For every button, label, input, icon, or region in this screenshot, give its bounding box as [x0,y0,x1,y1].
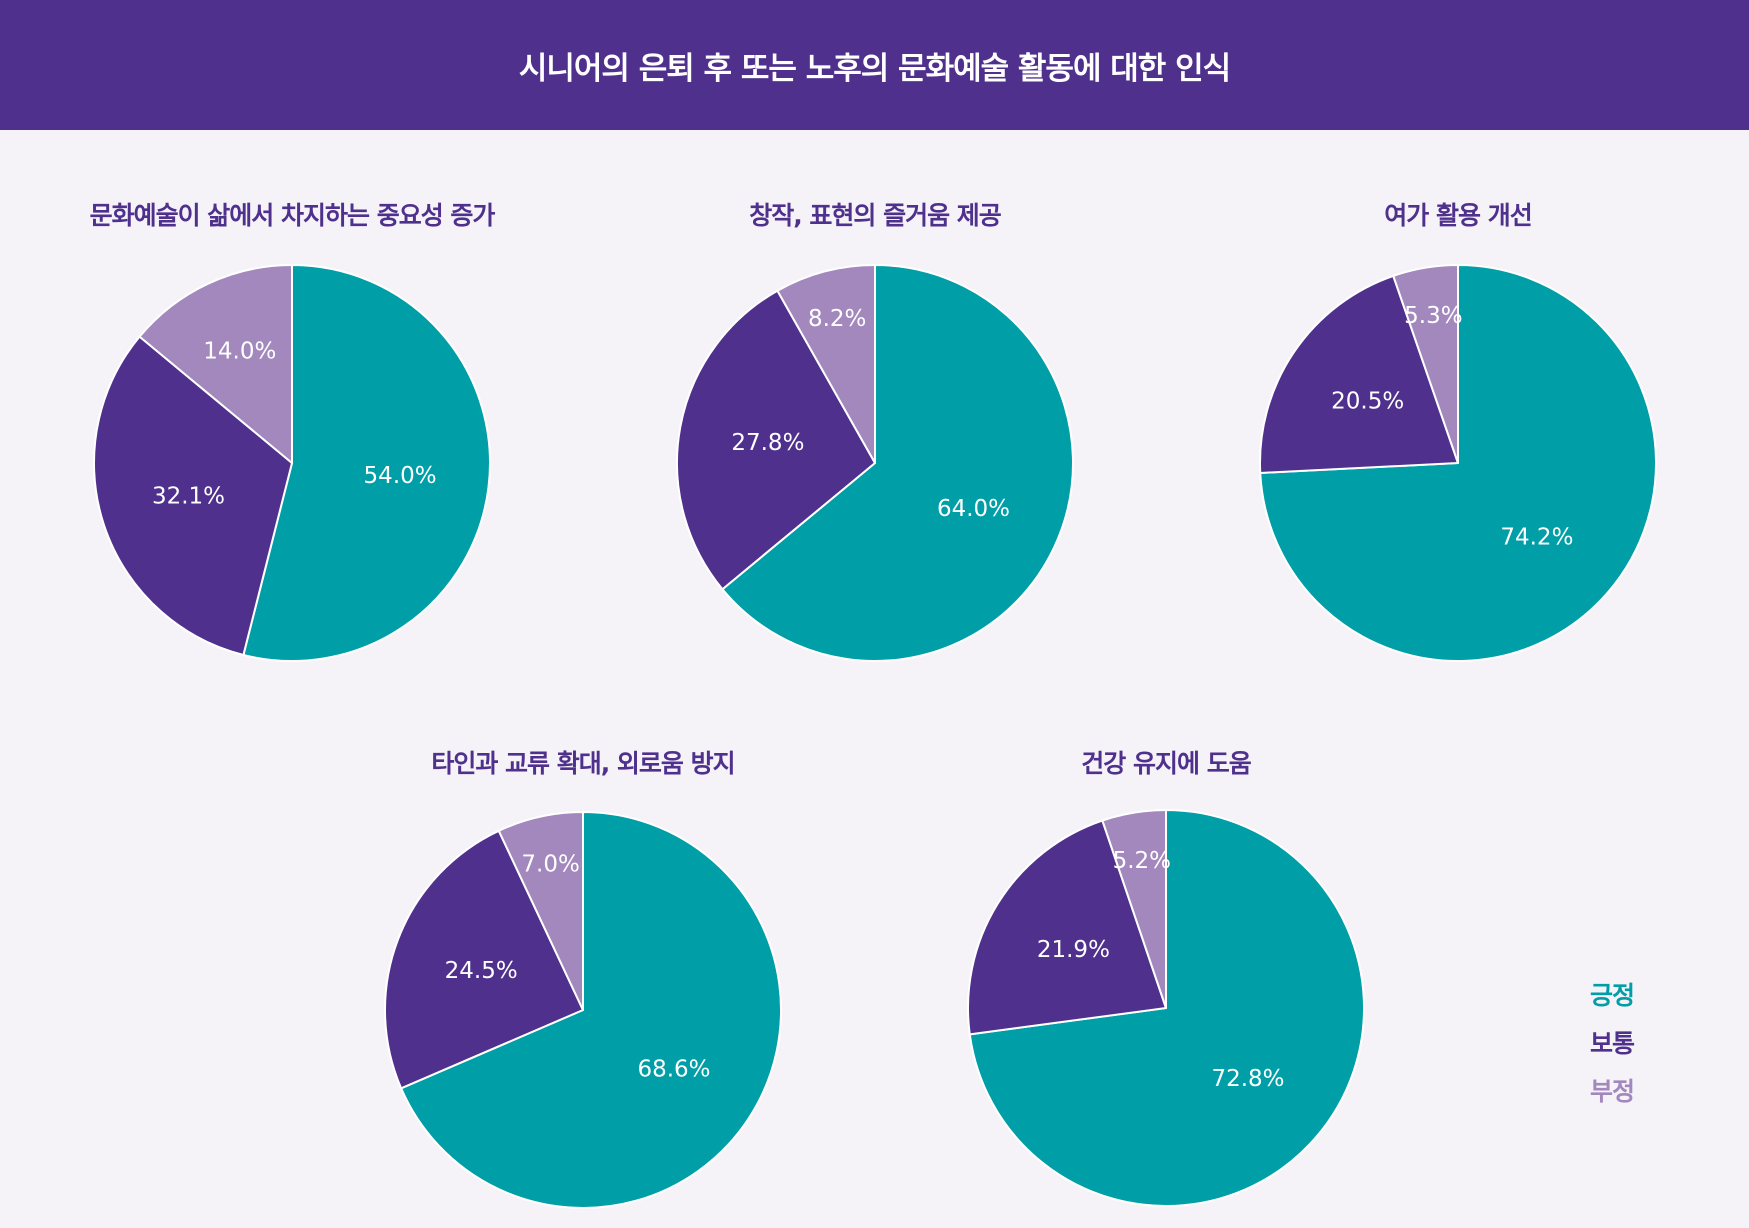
pie-slice-negative [1101,809,1167,1009]
chart-title-5: 건강 유지에 도움 [1081,749,1251,778]
pie-data-label-negative: 8.2% [808,306,866,332]
pie-data-label-positive: 68.6% [637,1056,710,1082]
pie-slice-negative [138,264,293,464]
pie-chart-3: 74.2% 20.5% 5.3% [1259,264,1657,662]
pie-slice-positive [242,264,491,662]
chart-title-2: 창작, 표현의 즐거움 제공 [749,201,1002,230]
pie-chart-4: 68.6% 24.5% 7.0% [384,811,782,1209]
pie-data-label-positive: 54.0% [364,463,437,489]
pie-slice-neutral [967,819,1167,1036]
pie-chart-5: 72.8% 21.9% 5.2% [967,809,1365,1207]
legend: 긍정 보통 부정 [1590,972,1635,1116]
pie-chart-1: 54.0% 32.1% 14.0% [93,264,491,662]
pie-slice-neutral [1259,274,1459,474]
legend-item-positive: 긍정 [1590,981,1635,1010]
pie-data-label-neutral: 32.1% [152,483,225,509]
header-banner: 시니어의 은퇴 후 또는 노후의 문화예술 활동에 대한 인식 [0,0,1749,130]
legend-item-neutral: 보통 [1590,1029,1635,1058]
page-title: 시니어의 은퇴 후 또는 노후의 문화예술 활동에 대한 인식 [518,50,1231,87]
pie-data-label-positive: 72.8% [1211,1066,1284,1092]
pie-slice-neutral [384,829,584,1090]
pie-slice-neutral [93,335,293,656]
pie-slice-negative [497,811,584,1011]
pie-data-label-negative: 5.2% [1113,848,1171,874]
pie-data-label-positive: 64.0% [937,496,1010,522]
legend-item-negative: 부정 [1590,1077,1635,1106]
pie-data-label-positive: 74.2% [1500,525,1573,551]
pie-data-label-negative: 5.3% [1404,303,1462,329]
pie-data-label-negative: 7.0% [521,852,579,878]
pie-data-label-neutral: 27.8% [731,430,804,456]
pie-slice-negative [776,264,876,464]
pie-slice-positive [400,811,782,1209]
pie-slice-negative [1392,264,1459,464]
chart-title-1: 문화예술이 삶에서 차지하는 중요성 증가 [89,201,496,230]
chart-title-3: 여가 활용 개선 [1384,201,1532,230]
chart-title-4: 타인과 교류 확대, 외로움 방지 [431,749,735,778]
pie-data-label-neutral: 24.5% [445,958,518,984]
pie-data-label-neutral: 20.5% [1331,389,1404,415]
pie-slice-positive [721,264,1074,662]
pie-chart-2: 64.0% 27.8% 8.2% [676,264,1074,662]
pie-data-label-negative: 14.0% [203,338,276,364]
pie-slice-neutral [676,289,876,591]
pie-data-label-neutral: 21.9% [1037,937,1110,963]
